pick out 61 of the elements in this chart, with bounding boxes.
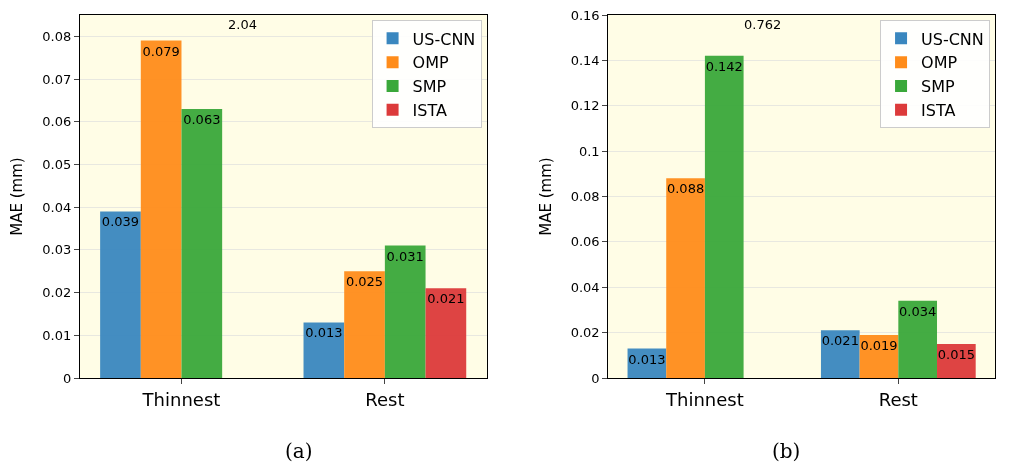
- legend-label: OMP: [921, 53, 958, 73]
- text: 2.04: [228, 17, 257, 32]
- data-label: 0.021: [427, 291, 465, 307]
- bar: [303, 322, 345, 378]
- y-tick-label: 0.05: [42, 157, 72, 173]
- data-label: 0.031: [386, 248, 424, 264]
- x-tick-label: Rest: [878, 388, 918, 410]
- data-label: 0.142: [705, 58, 743, 74]
- legend-label: SMP: [921, 77, 956, 97]
- data-label: 0.034: [899, 303, 937, 319]
- data-label: 0.063: [183, 111, 221, 127]
- y-tick-label: 0.1: [578, 143, 600, 159]
- legend-label: US-CNN: [921, 29, 984, 49]
- y-tick-label: 0.06: [570, 234, 600, 250]
- bar: [100, 211, 141, 378]
- y-axis-title: MAE (mm): [8, 157, 27, 236]
- y-tick-label: 0.04: [570, 279, 600, 295]
- legend-label: OMP: [412, 53, 449, 73]
- y-tick-label: 0: [591, 370, 600, 386]
- y-tick-label: 0.16: [570, 7, 600, 23]
- legend-label: ISTA: [921, 100, 956, 120]
- x-tick-label: Thinnest: [665, 388, 744, 410]
- bar: [898, 300, 938, 378]
- legend-label: SMP: [412, 77, 447, 97]
- text: (a): [285, 439, 313, 463]
- data-label: 0.015: [937, 346, 975, 362]
- data-label: 0.021: [821, 333, 859, 349]
- text: (b): [772, 439, 801, 463]
- bar: [820, 330, 860, 378]
- y-tick-label: 0.01: [42, 327, 72, 343]
- bar: [666, 178, 705, 378]
- x-tick-label: Thinnest: [141, 388, 221, 410]
- data-label: 0.013: [628, 351, 666, 367]
- legend-label: ISTA: [412, 100, 447, 120]
- y-tick-label: 0.07: [42, 71, 72, 87]
- bar: [384, 245, 426, 378]
- y-tick-label: 0.08: [42, 28, 72, 44]
- y-tick-label: 0.02: [570, 325, 600, 341]
- bar: [181, 108, 223, 378]
- data-label: 0.019: [860, 337, 898, 353]
- y-tick-label: 0.14: [570, 52, 600, 68]
- legend-label: US-CNN: [412, 29, 476, 49]
- x-tick-label: Rest: [365, 388, 405, 410]
- data-label: 0.013: [305, 325, 343, 341]
- y-tick-label: 0.04: [42, 199, 72, 215]
- data-label: 0.039: [101, 214, 140, 230]
- data-label: 0.088: [666, 181, 705, 197]
- data-label: 0.079: [142, 43, 180, 59]
- y-tick-label: 0.03: [42, 242, 72, 258]
- y-axis-title: MAE (mm): [536, 157, 555, 236]
- y-tick-label: 0.08: [570, 189, 600, 205]
- data-label: 0.025: [345, 274, 384, 290]
- bar: [425, 288, 467, 378]
- y-tick-label: 0.02: [42, 285, 72, 301]
- bar: [704, 55, 744, 378]
- y-tick-label: 0: [62, 370, 72, 386]
- bar: [140, 40, 182, 378]
- bar: [344, 271, 385, 378]
- y-tick-label: 0.12: [570, 98, 600, 114]
- text: 0.762: [744, 17, 782, 32]
- y-tick-label: 0.06: [42, 114, 72, 130]
